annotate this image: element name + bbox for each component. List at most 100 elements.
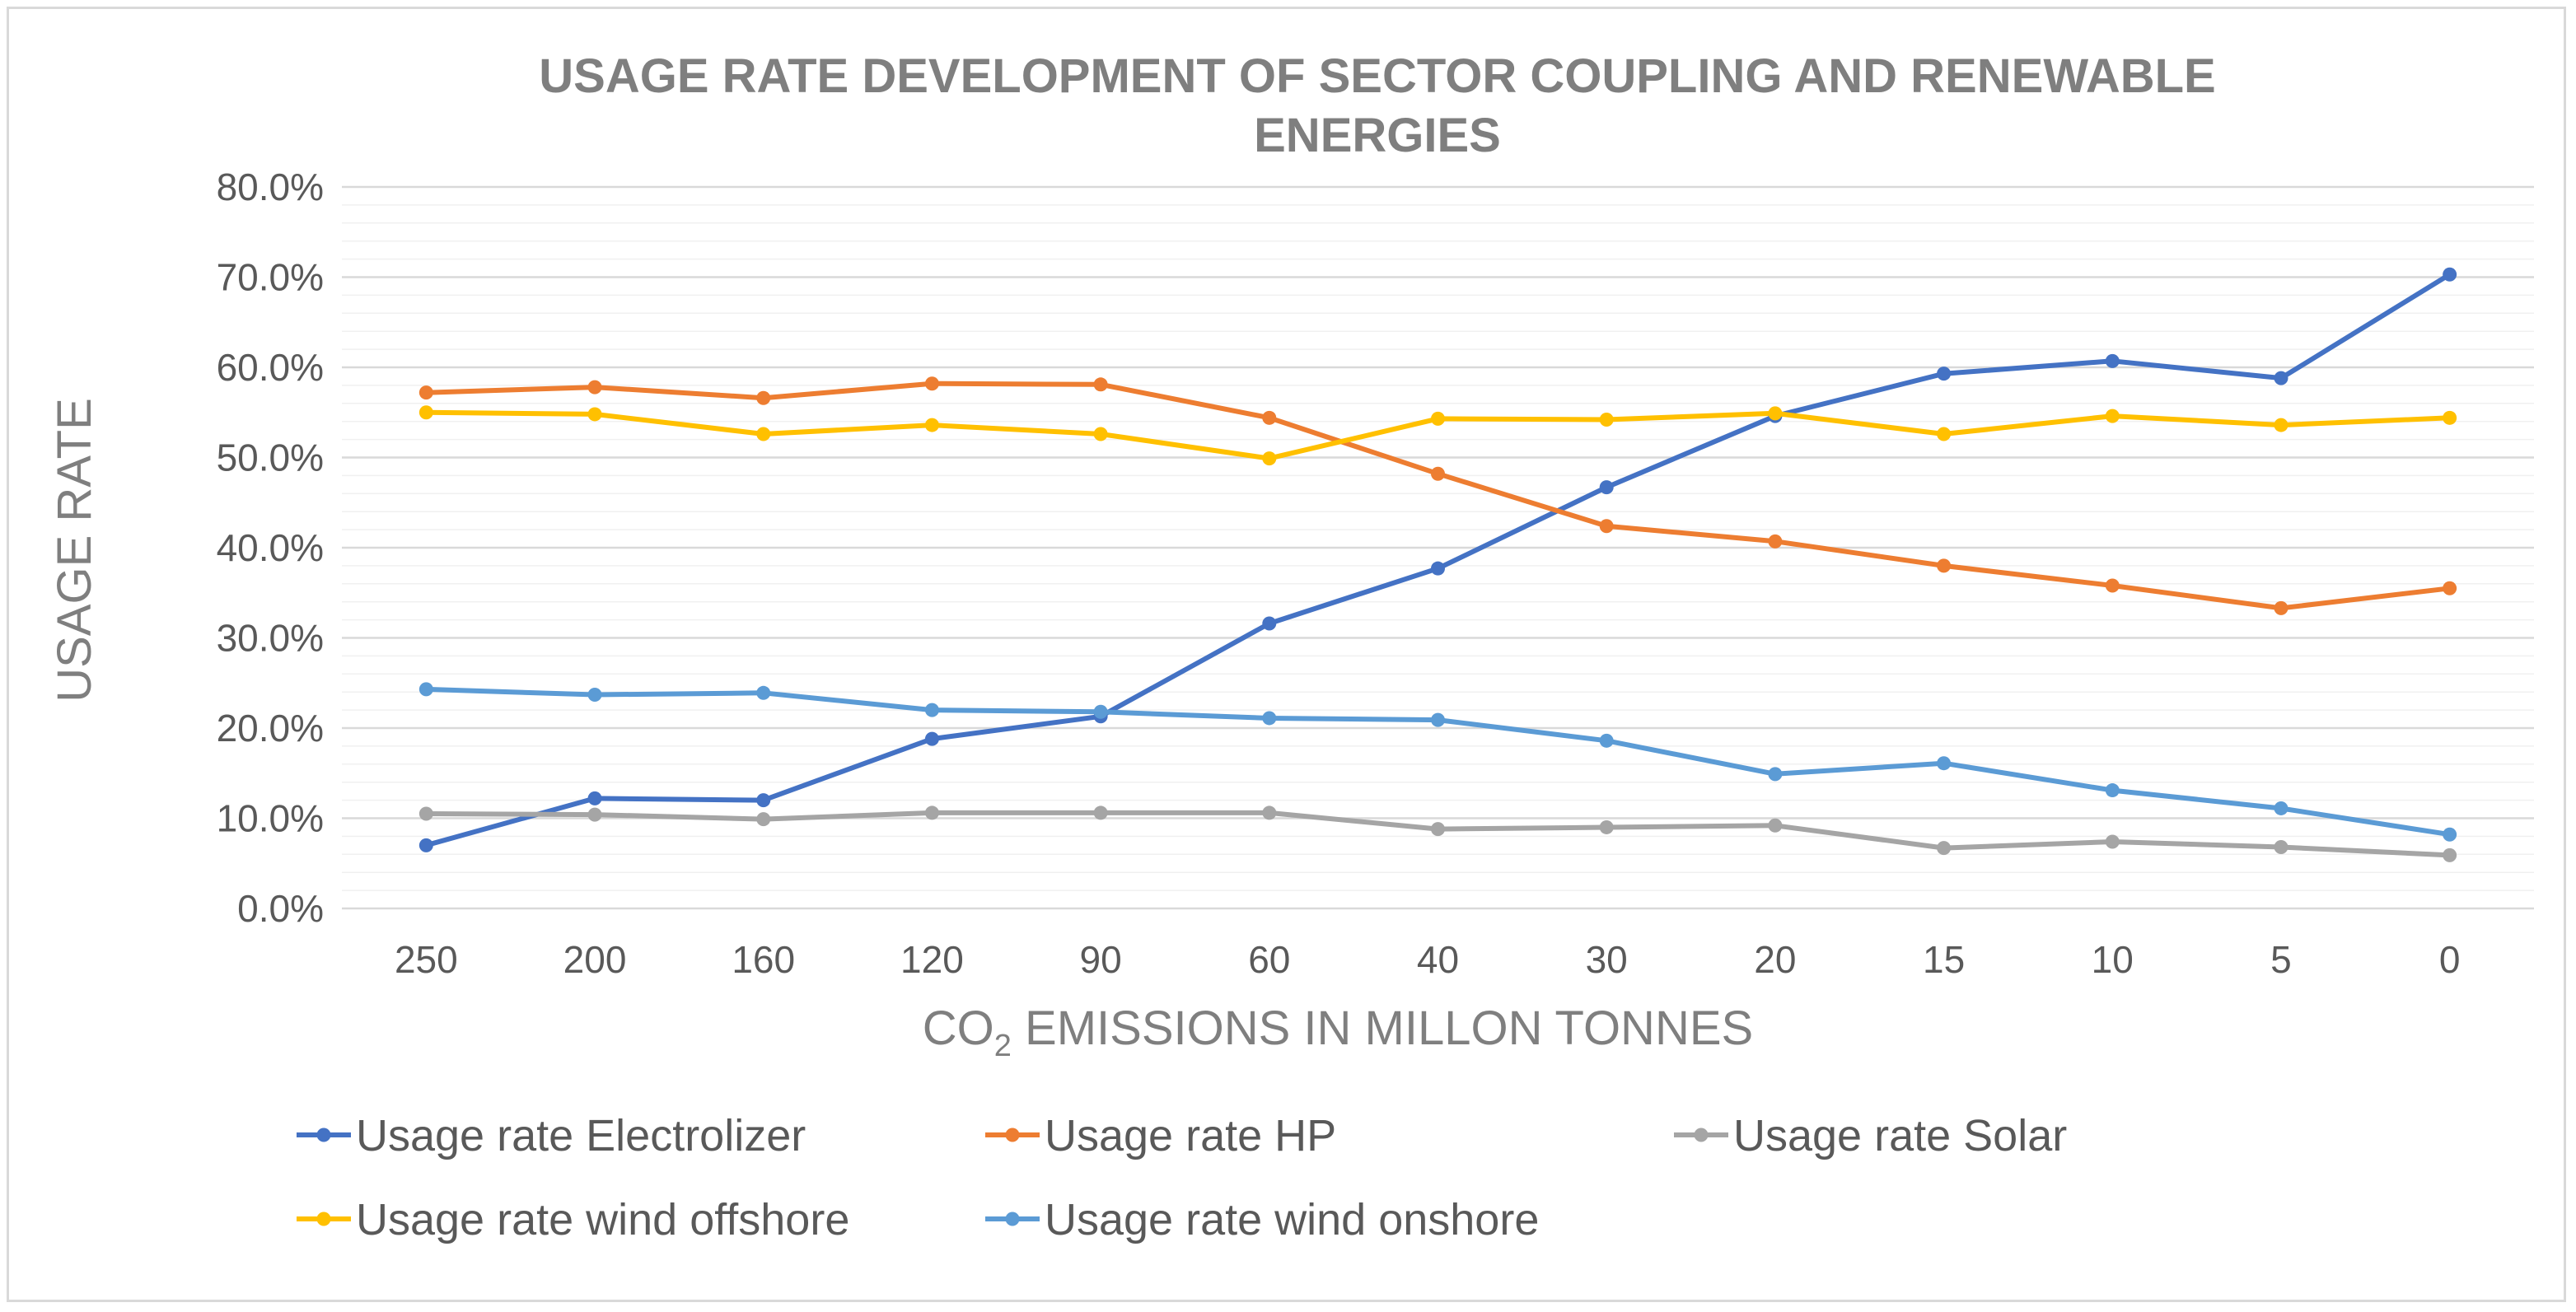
y-tick-label: 70.0% [217,256,324,299]
legend-label: Usage rate HP [1045,1111,1336,1160]
data-point [1093,805,1108,820]
data-point [756,685,771,700]
data-point [1937,558,1952,573]
data-point [1431,822,1445,837]
data-point [2443,827,2457,842]
legend-item: Usage rate HP [985,1111,1336,1160]
data-point [1431,712,1445,727]
data-point [1768,767,1783,782]
series-5 [418,682,2457,842]
y-tick-label: 40.0% [217,526,324,569]
data-point [2443,581,2457,595]
data-point [756,390,771,405]
data-point [2105,783,2120,798]
x-tick-label: 40 [1417,938,1459,981]
x-tick-label: 60 [1248,938,1290,981]
legend-item: Usage rate Electrolizer [297,1111,806,1160]
data-point [418,838,433,852]
data-point [418,385,433,400]
data-point [2105,409,2120,423]
data-point [1093,377,1108,392]
data-point [2274,418,2288,432]
y-axis-title: USAGE RATE [48,398,101,703]
x-axis-title: CO2 EMISSIONS IN MILLON TONNES [923,1002,1753,1063]
series-line [423,686,2452,838]
data-point [2443,410,2457,425]
data-point [1937,367,1952,381]
data-point [1599,819,1614,834]
gridlines [342,185,2534,910]
x-tick-label: 90 [1080,938,1122,981]
data-point [587,791,602,805]
data-point [1431,411,1445,426]
x-tick-label: 250 [395,938,458,981]
series-3 [418,805,2457,862]
data-point [2274,840,2288,855]
legend-swatch-marker [1694,1128,1709,1142]
data-point [924,376,939,391]
data-point [587,687,602,702]
data-point [756,812,771,827]
legend-swatch-marker [1005,1212,1020,1226]
data-point [1768,818,1783,833]
data-point [1599,480,1614,495]
data-point [924,731,939,746]
data-point [1937,841,1952,856]
y-tick-label: 50.0% [217,437,324,479]
x-tick-label: 160 [732,938,795,981]
chart-title-line-1: USAGE RATE DEVELOPMENT OF SECTOR COUPLIN… [539,49,2216,103]
data-point [418,806,433,821]
x-axis-ticks: 250 200 160 120 90 60 40 30 20 15 10 5 0 [395,938,2460,981]
series-4 [418,405,2457,466]
legend-label: Usage rate wind offshore [356,1195,849,1244]
data-point [2274,371,2288,385]
data-point [587,807,602,822]
series-2 [418,376,2457,615]
legend-swatch-marker [316,1128,331,1142]
legend-swatch-marker [1005,1128,1020,1142]
y-axis-ticks: 0.0% 10.0% 20.0% 30.0% 40.0% 50.0% 60.0% 70.0% 8… [217,166,324,930]
data-point [924,703,939,717]
data-point [418,682,433,697]
data-point [924,418,939,432]
x-tick-label: 30 [1586,938,1628,981]
x-tick-label: 0 [2439,938,2461,981]
x-tick-label: 5 [2270,938,2292,981]
x-tick-label: 10 [2092,938,2134,981]
legend-swatch-marker [316,1212,331,1226]
x-tick-label: 200 [563,938,627,981]
series-line [423,272,2452,848]
data-point [1262,616,1277,631]
data-point [1937,756,1952,771]
x-tick-label: 15 [1923,938,1965,981]
data-point [1262,451,1277,466]
data-point [2105,834,2120,849]
legend-item: Usage rate wind offshore [297,1195,849,1244]
data-point [1431,561,1445,576]
data-point [2274,600,2288,615]
y-tick-label: 60.0% [217,346,324,389]
data-point [2443,267,2457,282]
x-axis-title-suffix: EMISSIONS IN MILLON TONNES [1012,1002,1753,1055]
legend-label: Usage rate Solar [1733,1111,2067,1160]
data-point [1599,413,1614,427]
data-point [1768,534,1783,549]
y-tick-label: 30.0% [217,617,324,660]
data-point [1093,427,1108,441]
data-point [418,405,433,420]
data-point [924,805,939,820]
data-point [1431,466,1445,481]
legend-item: Usage rate wind onshore [985,1195,1539,1244]
data-point [587,407,602,422]
chart-title-line-2: ENERGIES [1254,109,1501,162]
legend: Usage rate Electrolizer Usage rate HP Usag… [297,1111,2067,1244]
series-layer [418,267,2457,862]
legend-label: Usage rate wind onshore [1045,1195,1539,1244]
data-point [1599,519,1614,534]
x-axis-title-subscript: 2 [994,1029,1012,1063]
data-point [1262,805,1277,820]
data-point [1262,410,1277,425]
data-point [587,380,602,395]
x-tick-label: 20 [1754,938,1796,981]
